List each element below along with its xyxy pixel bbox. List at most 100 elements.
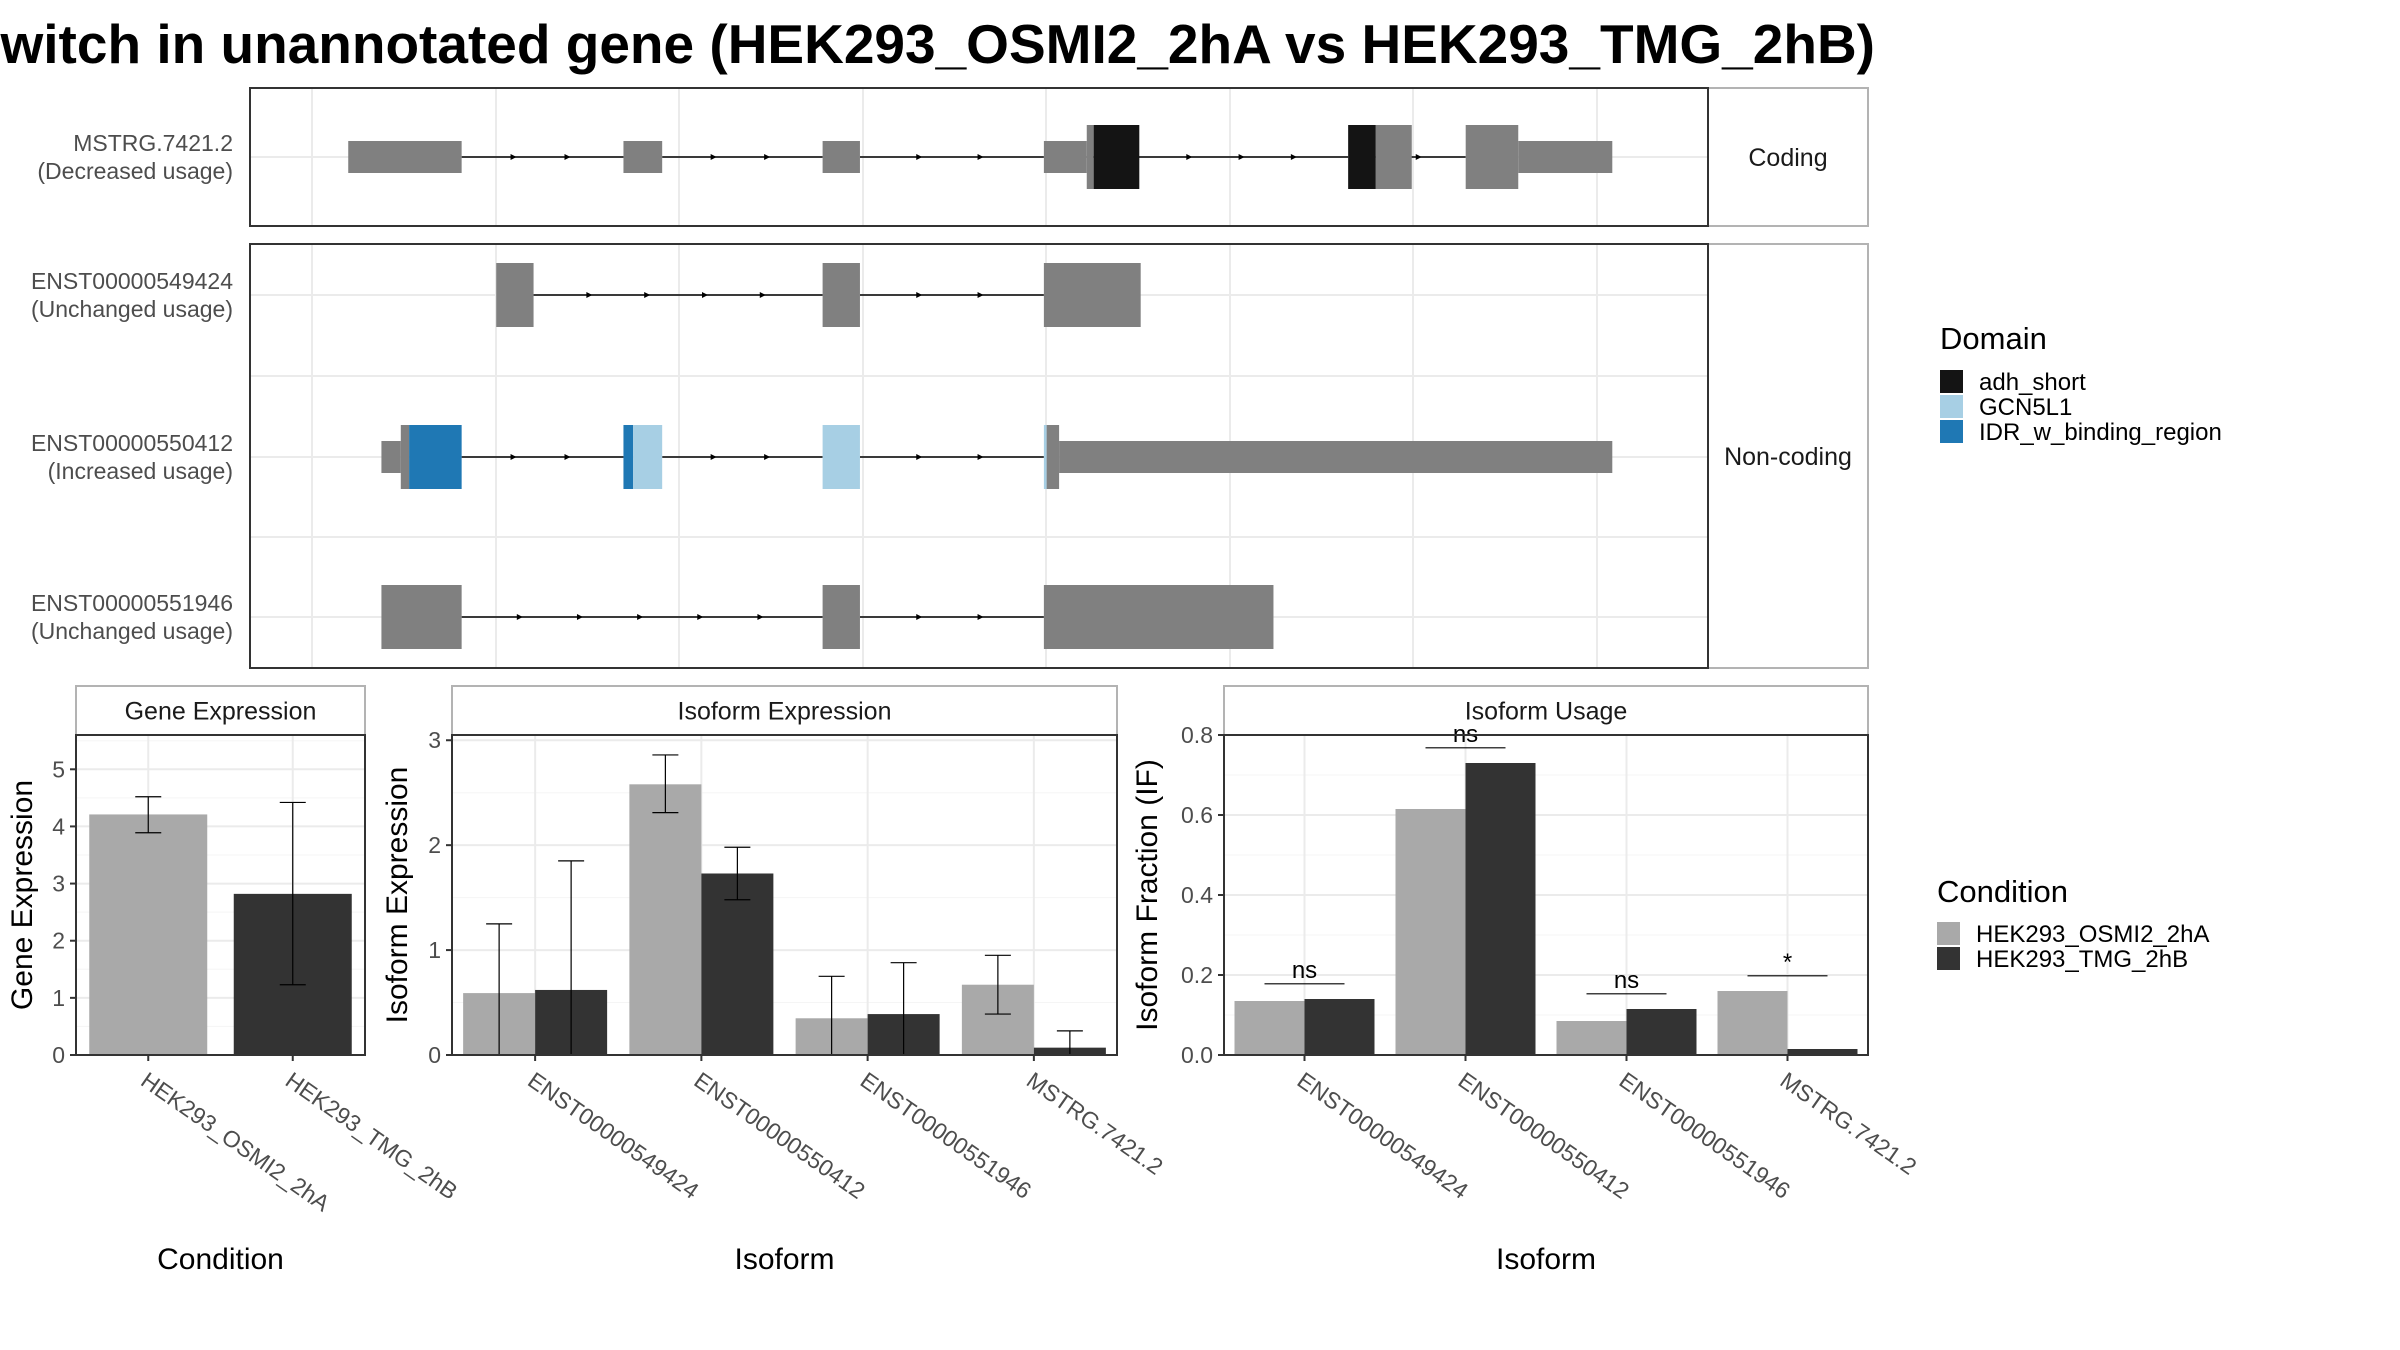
intron-arrow (576, 614, 583, 620)
transcript-id-label: ENST00000550412 (31, 430, 233, 456)
domain-legend-label: GCN5L1 (1979, 394, 2072, 421)
domain-legend-label: IDR_w_binding_region (1979, 419, 2222, 446)
intron-arrow (644, 292, 651, 298)
y-axis-title: Isoform Fraction (IF) (1131, 759, 1164, 1031)
intron-arrow (564, 154, 571, 160)
exon-segment (496, 263, 534, 327)
intron-arrow (701, 292, 708, 298)
y-tick-label: 0.6 (1181, 802, 1213, 828)
exon-segment (400, 425, 410, 489)
exon-segment (1043, 585, 1274, 649)
panel-border (451, 734, 1118, 1056)
y-tick-label: 0 (52, 1042, 65, 1068)
y-tick-label: 0.2 (1181, 962, 1213, 988)
intron-arrow (637, 614, 644, 620)
exon-segment (1518, 141, 1613, 173)
panel-strip (451, 685, 1118, 736)
y-tick-label: 3 (52, 871, 65, 897)
condition-legend-key (1937, 922, 1960, 945)
transcript-usage-label: (Unchanged usage) (31, 296, 233, 322)
panel-strip-label: Isoform Expression (678, 698, 892, 726)
intron-arrow (1238, 154, 1245, 160)
intron-arrow (977, 454, 984, 460)
exon-segment (1043, 141, 1087, 173)
exon-segment (822, 585, 860, 649)
panel-strip-label: Gene Expression (125, 698, 317, 726)
transcript-usage-label: (Decreased usage) (37, 158, 233, 184)
bar (1465, 763, 1536, 1055)
exon-segment (623, 141, 663, 173)
bar (1234, 1001, 1305, 1055)
domain-segment (409, 425, 462, 489)
x-tick-label: ENST00000551946 (1615, 1067, 1795, 1204)
domain-segment (623, 425, 634, 489)
intron-arrow (564, 454, 571, 460)
intron-arrow (759, 292, 766, 298)
transcript-strip-label: Non-coding (1724, 443, 1852, 471)
x-tick-label: ENST00000550412 (690, 1067, 870, 1204)
domain-segment (1348, 125, 1376, 189)
intron-arrow (1290, 154, 1297, 160)
intron-arrow (977, 292, 984, 298)
y-axis-title: Gene Expression (6, 780, 39, 1010)
legends: Domain adh_shortGCN5L1IDR_w_binding_regio… (1937, 321, 2222, 973)
intron-arrow (516, 614, 523, 620)
intron-arrow (710, 454, 717, 460)
intron-arrow (764, 454, 771, 460)
transcript-id-label: MSTRG.7421.2 (73, 130, 233, 156)
bar (1626, 1009, 1697, 1055)
plot-title: Isoform switch in unannotated gene (HEK2… (0, 10, 1875, 80)
bar-panels: Gene Expression012345HEK293_OSMI2_2hAHEK… (6, 685, 1921, 1276)
domain-segment (822, 425, 860, 489)
intron-arrow (916, 154, 923, 160)
bar (1304, 999, 1375, 1055)
panel-strip (75, 685, 366, 736)
transcript-id-label: ENST00000549424 (31, 268, 233, 294)
intron-arrow (510, 154, 517, 160)
y-tick-label: 2 (52, 928, 65, 954)
transcript-strip-label: Coding (1748, 144, 1827, 172)
intron-arrow (916, 454, 923, 460)
domain-segment (633, 425, 663, 489)
domain-legend-label: adh_short (1979, 369, 2086, 396)
significance-label: * (1783, 949, 1792, 976)
y-tick-label: 3 (428, 727, 441, 753)
x-axis-title: Condition (157, 1243, 284, 1276)
exon-segment (1375, 125, 1412, 189)
intron-arrow (710, 154, 717, 160)
y-tick-label: 0.4 (1181, 882, 1213, 908)
domain-segment (1043, 425, 1047, 489)
x-tick-label: MSTRG.7421.2 (1022, 1067, 1168, 1180)
bar (701, 873, 774, 1055)
y-tick-label: 2 (428, 832, 441, 858)
x-tick-label: ENST00000551946 (856, 1067, 1036, 1204)
domain-legend-key (1940, 420, 1963, 443)
bar (1787, 1049, 1858, 1055)
plot-title-text: Isoform switch in unannotated gene (HEK2… (0, 13, 1875, 75)
intron-arrow (764, 154, 771, 160)
significance-label: ns (1292, 957, 1317, 984)
panel-border (75, 734, 366, 1056)
intron-arrow (586, 292, 593, 298)
domain-legend-key (1940, 370, 1963, 393)
structure-panel-border (249, 87, 1709, 227)
intron-arrow (977, 614, 984, 620)
exon-segment (1465, 125, 1519, 189)
significance-label: ns (1614, 967, 1639, 994)
condition-legend-title: Condition (1937, 874, 2068, 909)
panel-strip-label: Isoform Usage (1465, 698, 1628, 726)
exon-segment (1046, 425, 1060, 489)
exon-segment (348, 141, 462, 173)
transcript-usage-label: (Increased usage) (48, 458, 233, 484)
domain-legend-title: Domain (1940, 321, 2047, 356)
domain-segment (1093, 125, 1140, 189)
y-tick-label: 5 (52, 756, 65, 782)
panel-strip (1223, 685, 1869, 736)
bar (89, 814, 208, 1055)
exon-segment (1043, 263, 1141, 327)
domain-legend-key (1940, 395, 1963, 418)
x-axis-title: Isoform (1496, 1243, 1596, 1276)
intron-arrow (757, 614, 764, 620)
intron-arrow (697, 614, 704, 620)
